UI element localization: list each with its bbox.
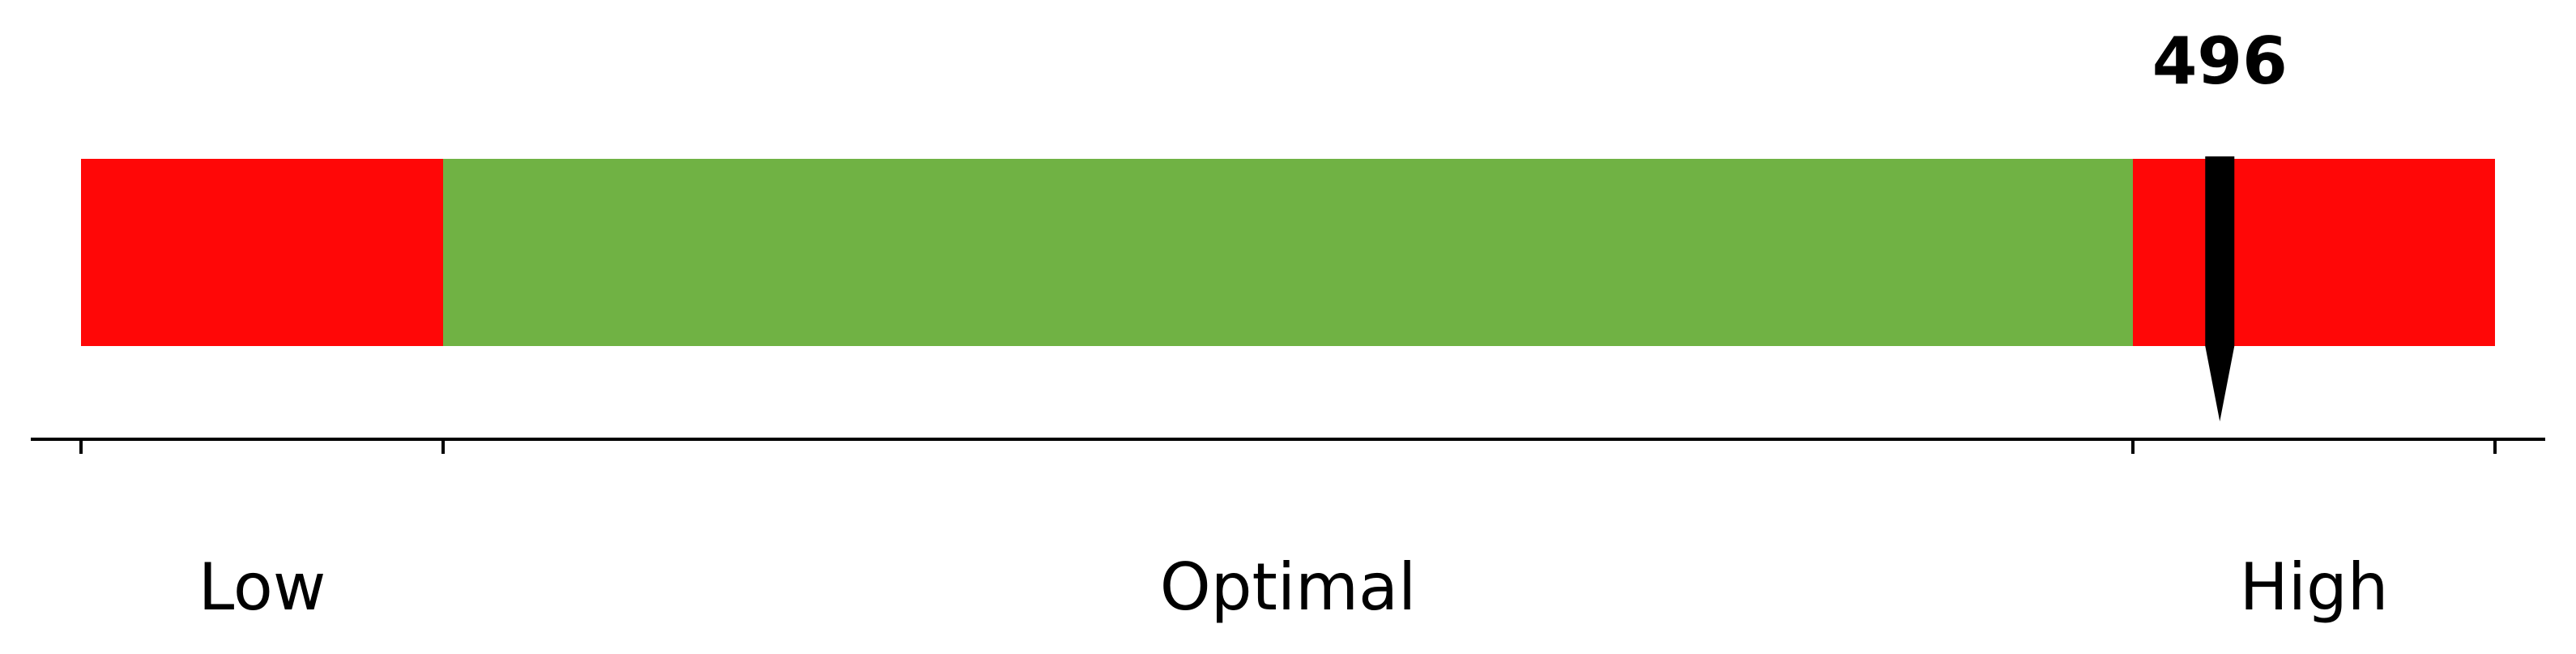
band-label-low: Low (198, 549, 326, 625)
band-labels: Low Optimal High (198, 549, 2389, 625)
band-low (81, 159, 443, 346)
band-label-high: High (2240, 549, 2389, 625)
pointer-tip (2205, 346, 2235, 421)
value-pointer: 496 (2152, 24, 2288, 421)
value-label: 496 (2152, 24, 2288, 99)
pointer-bar (2205, 156, 2235, 346)
band-optimal (443, 159, 2133, 346)
band-label-optimal: Optimal (1160, 549, 1417, 625)
band-high (2133, 159, 2495, 346)
range-bands (81, 159, 2495, 346)
scale-ticks (79, 439, 2497, 454)
